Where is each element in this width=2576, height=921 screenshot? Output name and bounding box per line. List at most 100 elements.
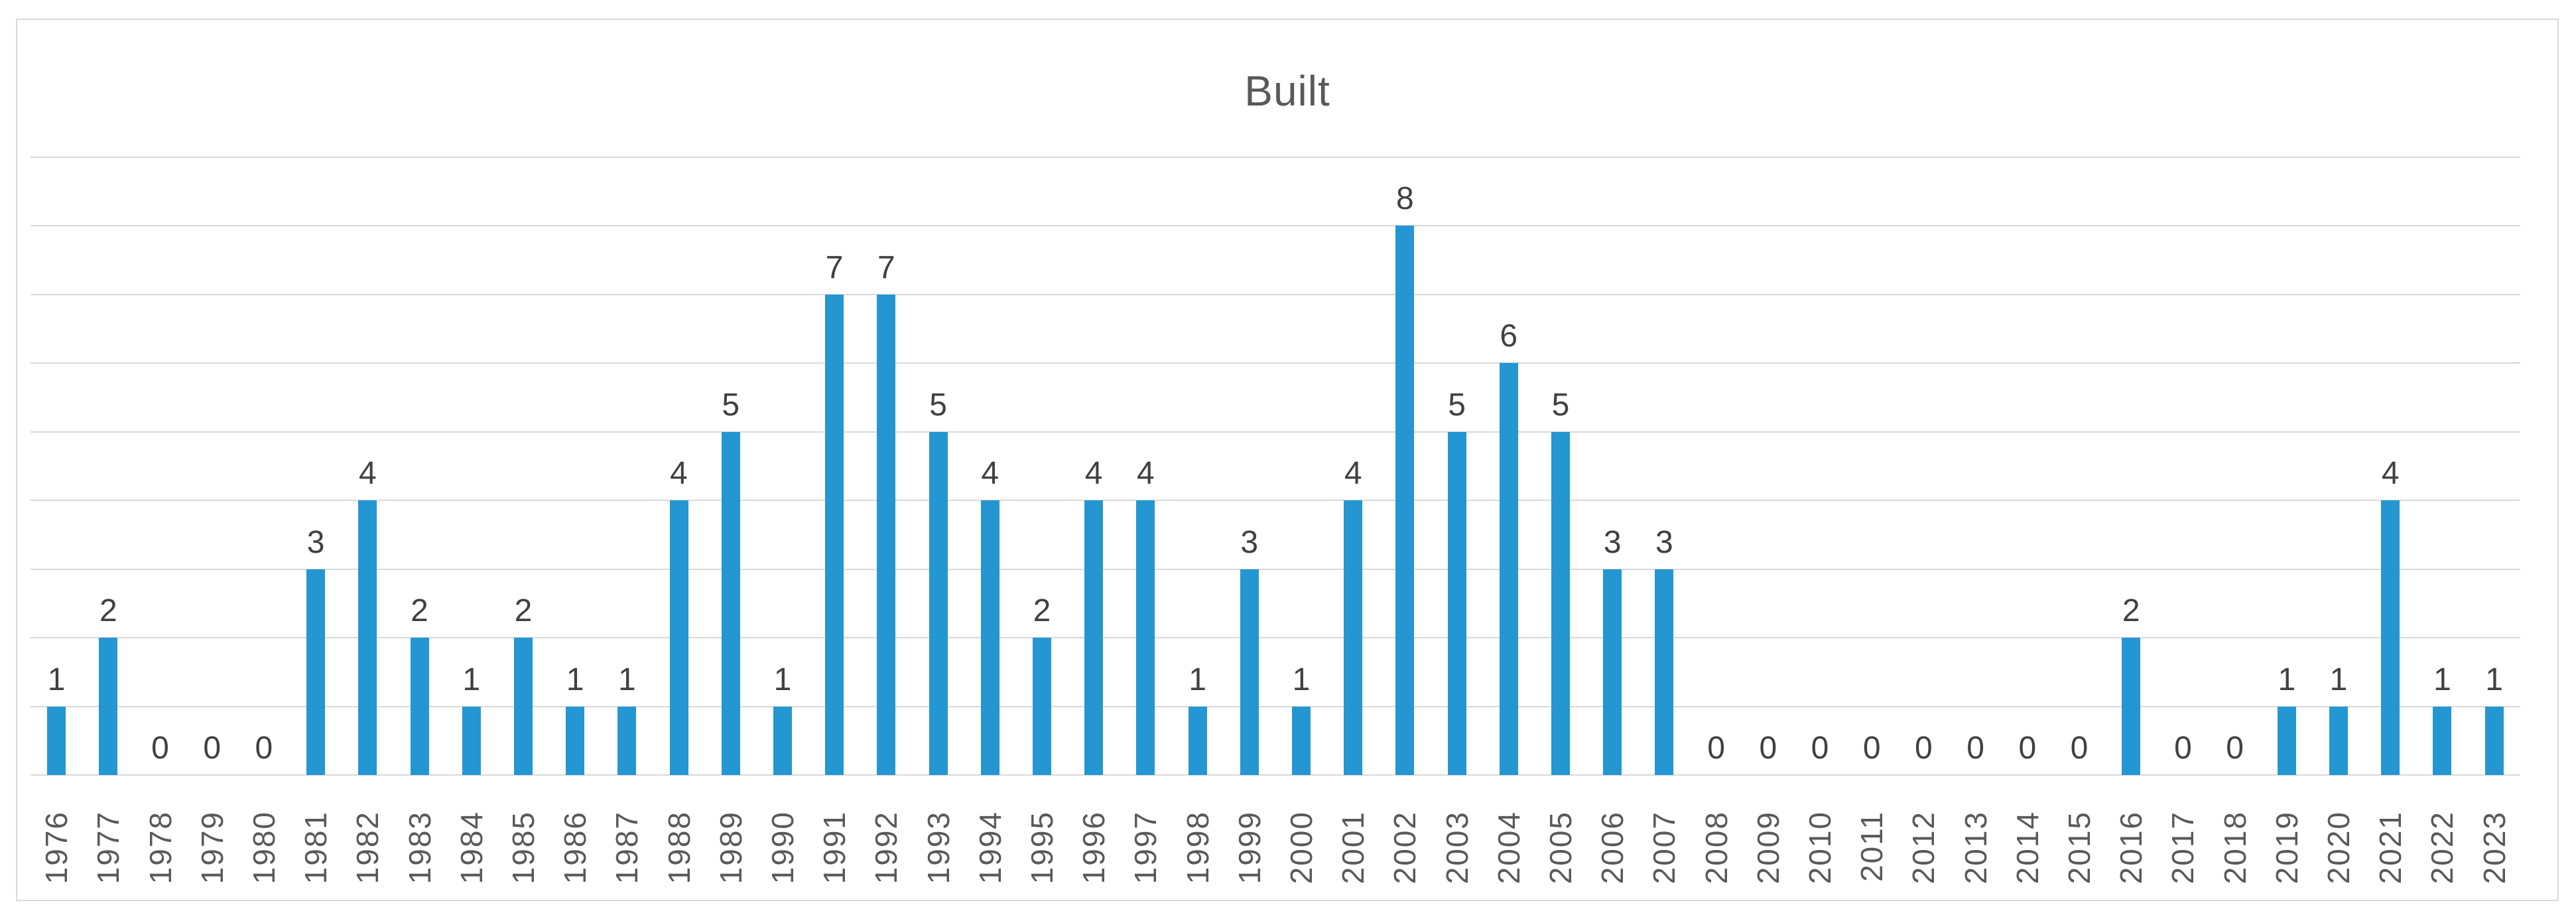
bar-slot: 1: [2469, 157, 2520, 775]
chart-title: Built: [1244, 67, 1330, 115]
bar-slot: 5: [1431, 157, 1482, 775]
x-axis-label: 1994: [972, 811, 1007, 885]
bar-slot: 4: [1327, 157, 1379, 775]
bar: [2277, 706, 2296, 775]
bar-value-label: 0: [2226, 731, 2244, 766]
bar-value-label: 1: [2433, 662, 2451, 697]
bar: [2484, 706, 2504, 775]
bar: [1447, 431, 1466, 775]
x-axis-label: 1999: [1232, 811, 1267, 885]
x-axis-label: 1985: [505, 811, 541, 885]
bar-slot: 3: [290, 157, 342, 775]
bar-slot: 7: [860, 157, 912, 775]
x-axis-label: 2023: [2477, 811, 2512, 885]
x-axis-label: 2007: [1647, 811, 1682, 885]
bar-value-label: 2: [411, 593, 428, 629]
bar-slot: 0: [1950, 157, 2002, 775]
x-axis-label: 2016: [2114, 811, 2149, 885]
bar-value-label: 4: [670, 456, 688, 492]
gridline: [31, 362, 2520, 364]
bar-slot: 2: [82, 157, 134, 775]
bar-value-label: 4: [358, 456, 377, 492]
bar-slot: 4: [2364, 157, 2416, 775]
x-axis-label: 1993: [921, 811, 956, 885]
x-axis-label: 2012: [1906, 811, 1941, 885]
bar-value-label: 3: [1655, 524, 1673, 560]
bar-slot: 4: [1120, 157, 1171, 775]
gridline: [31, 568, 2520, 570]
x-axis-label: 2003: [1439, 811, 1474, 885]
x-axis-label: 2021: [2373, 811, 2408, 885]
bar-value-label: 0: [1759, 731, 1777, 766]
x-axis-label: 1984: [454, 811, 489, 885]
bar-slot: 0: [2002, 157, 2053, 775]
bar-value-label: 4: [1344, 456, 1362, 492]
bar-slot: 1: [2416, 157, 2468, 775]
bar-value-label: 2: [2122, 593, 2140, 629]
x-axis-label: 1991: [817, 811, 852, 885]
x-axis-label: 2008: [1699, 811, 1734, 885]
x-axis-label: 2006: [1595, 811, 1630, 885]
bar-value-label: 8: [1396, 181, 1414, 217]
bar: [2433, 706, 2452, 775]
bar: [1603, 569, 1622, 775]
x-axis-label: 1992: [869, 811, 904, 885]
bar-value-label: 1: [1292, 662, 1311, 697]
bar-value-label: 3: [1603, 524, 1622, 560]
bar: [1655, 569, 1674, 775]
bar: [99, 638, 118, 775]
bar-slot: 0: [2053, 157, 2105, 775]
bar: [1395, 226, 1415, 775]
x-axis-label: 1990: [765, 811, 800, 885]
gridline: [31, 500, 2520, 502]
bar-value-label: 0: [1707, 731, 1725, 766]
x-axis-label: 2001: [1336, 811, 1371, 885]
bar-slot: 1: [1275, 157, 1327, 775]
bar: [929, 431, 948, 775]
bar-value-label: 5: [1448, 387, 1466, 423]
x-axis-label: 2017: [2165, 811, 2201, 885]
bar-slot: 0: [1742, 157, 1794, 775]
bar-value-label: 5: [929, 387, 947, 423]
bar-slot: 2: [497, 157, 549, 775]
x-axis-label: 2018: [2217, 811, 2252, 885]
bar: [980, 500, 999, 775]
bar-value-label: 1: [773, 662, 792, 697]
bar-slot: 7: [808, 157, 860, 775]
bar-slot: 2: [393, 157, 445, 775]
x-axis-label: 2009: [1750, 811, 1785, 885]
bar-value-label: 0: [1811, 731, 1829, 766]
bar-value-label: 0: [2018, 731, 2037, 766]
bar-value-label: 0: [151, 731, 169, 766]
gridline: [31, 431, 2520, 433]
bar-value-label: 4: [981, 456, 999, 492]
bar: [1551, 431, 1570, 775]
x-axis-label: 1983: [402, 811, 437, 885]
bar-value-label: 0: [203, 731, 222, 766]
x-axis-label: 1998: [1180, 811, 1215, 885]
x-axis-label: 2022: [2425, 811, 2460, 885]
bar: [1499, 363, 1518, 775]
bar-slot: 1: [1171, 157, 1223, 775]
bar: [47, 706, 66, 775]
x-axis-label: 1988: [661, 811, 696, 885]
bar-slot: 1: [757, 157, 808, 775]
bar: [1240, 569, 1259, 775]
bar-value-label: 3: [306, 524, 325, 560]
x-axis-label: 2013: [1958, 811, 1993, 885]
bar-value-label: 1: [2329, 662, 2348, 697]
bar-value-label: 5: [722, 387, 740, 423]
x-axis-label: 1980: [246, 811, 281, 885]
x-axis-label: 1997: [1128, 811, 1163, 885]
bar: [306, 569, 326, 775]
bar-slot: 0: [1898, 157, 1949, 775]
bar-slot: 0: [186, 157, 238, 775]
x-axis-label: 2011: [1854, 811, 1890, 882]
bar-slot: 0: [1691, 157, 1742, 775]
bar-slot: 8: [1379, 157, 1431, 775]
x-axis-label: 1978: [143, 811, 178, 885]
bar-value-label: 4: [1137, 456, 1155, 492]
bar-value-label: 2: [1033, 593, 1051, 629]
bar-slot: 6: [1483, 157, 1535, 775]
